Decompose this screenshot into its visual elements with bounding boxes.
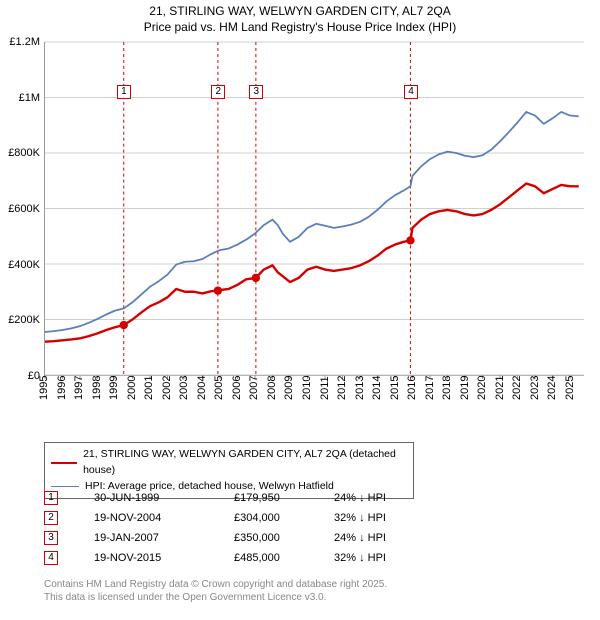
y-tick-label: £600K xyxy=(8,203,40,215)
y-axis: £0£200K£400K£600K£800K£1M£1.2M xyxy=(0,36,44,406)
footer-line2: This data is licensed under the Open Gov… xyxy=(44,591,387,604)
sale-date: 19-JAN-2007 xyxy=(94,532,234,544)
x-tick-label: 2019 xyxy=(459,376,471,400)
sale-price: £304,000 xyxy=(234,512,334,524)
x-tick-label: 2016 xyxy=(406,376,418,400)
sale-marker-icon: 1 xyxy=(44,491,58,505)
y-tick-label: £1.2M xyxy=(9,36,40,48)
x-tick-label: 2002 xyxy=(161,376,173,400)
x-tick-label: 2008 xyxy=(266,376,278,400)
sale-diff: 32% ↓ HPI xyxy=(334,512,434,524)
x-tick-label: 1997 xyxy=(73,376,85,400)
x-tick-label: 1995 xyxy=(38,376,50,400)
footer: Contains HM Land Registry data © Crown c… xyxy=(44,578,387,604)
x-tick-label: 2015 xyxy=(389,376,401,400)
sale-date: 19-NOV-2015 xyxy=(94,552,234,564)
x-tick-label: 2007 xyxy=(248,376,260,400)
sale-diff: 24% ↓ HPI xyxy=(334,532,434,544)
sale-row: 4 19-NOV-2015£485,00032% ↓ HPI xyxy=(44,548,434,568)
sale-price: £350,000 xyxy=(234,532,334,544)
legend-swatch-price-paid xyxy=(51,462,77,464)
x-tick-label: 2006 xyxy=(231,376,243,400)
series-hpi xyxy=(45,112,579,332)
sale-marker-1: 1 xyxy=(117,85,131,99)
title-line1: 21, STIRLING WAY, WELWYN GARDEN CITY, AL… xyxy=(0,4,600,20)
x-tick-label: 2024 xyxy=(546,376,558,400)
x-tick-label: 2012 xyxy=(336,376,348,400)
legend-label-price-paid: 21, STIRLING WAY, WELWYN GARDEN CITY, AL… xyxy=(83,447,407,479)
chart-title: 21, STIRLING WAY, WELWYN GARDEN CITY, AL… xyxy=(0,0,600,35)
sale-price: £485,000 xyxy=(234,552,334,564)
sale-marker-icon: 2 xyxy=(44,511,58,525)
sale-marker-3: 3 xyxy=(249,85,263,99)
x-tick-label: 2023 xyxy=(529,376,541,400)
sale-marker-icon: 4 xyxy=(44,551,58,565)
x-tick-label: 2013 xyxy=(354,376,366,400)
y-tick-label: £400K xyxy=(8,259,40,271)
plot-area: 1 2 3 4 xyxy=(44,42,584,376)
x-tick-label: 2010 xyxy=(301,376,313,400)
x-tick-label: 2001 xyxy=(143,376,155,400)
sale-row: 3 19-JAN-2007£350,00024% ↓ HPI xyxy=(44,528,434,548)
x-tick-label: 2020 xyxy=(476,376,488,400)
sale-row: 2 19-NOV-2004£304,00032% ↓ HPI xyxy=(44,508,434,528)
legend-swatch-hpi xyxy=(51,486,79,487)
x-tick-label: 2018 xyxy=(441,376,453,400)
x-tick-label: 2005 xyxy=(213,376,225,400)
x-axis: 1995199619971998199920002001200220032004… xyxy=(44,376,584,406)
x-tick-label: 2009 xyxy=(283,376,295,400)
series-price_paid xyxy=(45,184,579,342)
sale-marker-2: 2 xyxy=(211,85,225,99)
y-tick-label: £800K xyxy=(8,147,40,159)
sale-diff: 32% ↓ HPI xyxy=(334,552,434,564)
x-tick-label: 2003 xyxy=(178,376,190,400)
x-tick-label: 1999 xyxy=(108,376,120,400)
sale-marker-icon: 3 xyxy=(44,531,58,545)
sales-table: 130-JUN-1999£179,95024% ↓ HPI219-NOV-200… xyxy=(44,488,434,568)
x-tick-label: 1998 xyxy=(91,376,103,400)
chart-area: £0£200K£400K£600K£800K£1M£1.2M 1234 1995… xyxy=(0,36,600,406)
x-tick-label: 2014 xyxy=(371,376,383,400)
x-tick-label: 2000 xyxy=(126,376,138,400)
sale-price: £179,950 xyxy=(234,492,334,504)
footer-line1: Contains HM Land Registry data © Crown c… xyxy=(44,578,387,591)
y-tick-label: £200K xyxy=(8,314,40,326)
sale-row: 1 30-JUN-1999£179,95024% ↓ HPI xyxy=(44,488,434,508)
y-tick-label: £1M xyxy=(19,92,40,104)
x-tick-label: 2017 xyxy=(424,376,436,400)
x-tick-label: 2025 xyxy=(564,376,576,400)
title-line2: Price paid vs. HM Land Registry's House … xyxy=(0,20,600,36)
legend-row-series1: 21, STIRLING WAY, WELWYN GARDEN CITY, AL… xyxy=(51,447,407,479)
sale-diff: 24% ↓ HPI xyxy=(334,492,434,504)
x-tick-label: 2021 xyxy=(494,376,506,400)
sale-date: 30-JUN-1999 xyxy=(94,492,234,504)
x-tick-label: 2011 xyxy=(319,376,331,400)
x-tick-label: 2004 xyxy=(196,376,208,400)
x-tick-label: 1996 xyxy=(56,376,68,400)
sale-date: 19-NOV-2004 xyxy=(94,512,234,524)
x-tick-label: 2022 xyxy=(511,376,523,400)
sale-marker-4: 4 xyxy=(404,85,418,99)
